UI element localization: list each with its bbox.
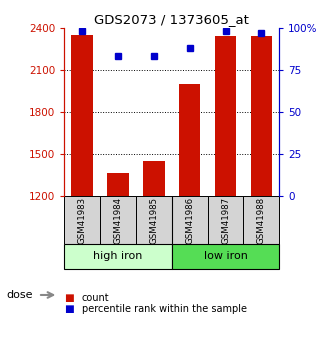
- Text: GSM41987: GSM41987: [221, 197, 230, 244]
- Bar: [215, 36, 236, 197]
- Bar: [172, 197, 208, 244]
- Bar: [64, 197, 100, 244]
- Bar: [71, 34, 93, 197]
- Text: GSM41984: GSM41984: [113, 197, 123, 244]
- Text: low iron: low iron: [204, 252, 247, 262]
- Text: high iron: high iron: [93, 252, 143, 262]
- Title: GDS2073 / 1373605_at: GDS2073 / 1373605_at: [94, 13, 249, 27]
- Bar: [64, 244, 172, 269]
- Text: percentile rank within the sample: percentile rank within the sample: [82, 304, 247, 314]
- Bar: [208, 197, 243, 244]
- Text: GSM41986: GSM41986: [185, 197, 194, 244]
- Bar: [107, 172, 129, 197]
- Bar: [251, 36, 272, 197]
- Text: ■: ■: [64, 294, 74, 303]
- Bar: [100, 197, 136, 244]
- Text: count: count: [82, 294, 109, 303]
- Bar: [243, 197, 279, 244]
- Bar: [143, 161, 165, 197]
- Text: dose: dose: [6, 290, 33, 300]
- Bar: [172, 244, 279, 269]
- Text: GSM41988: GSM41988: [257, 197, 266, 244]
- Bar: [179, 84, 200, 197]
- Text: GSM41985: GSM41985: [149, 197, 158, 244]
- Bar: [136, 197, 172, 244]
- Text: ■: ■: [64, 304, 74, 314]
- Text: GSM41983: GSM41983: [78, 197, 87, 244]
